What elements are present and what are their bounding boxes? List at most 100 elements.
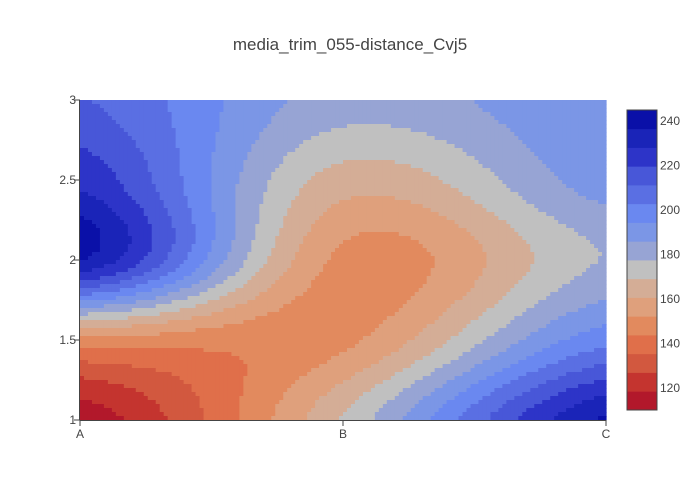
contour-cell bbox=[195, 204, 201, 209]
contour-cell bbox=[590, 224, 595, 229]
contour-cell bbox=[251, 120, 256, 125]
contour-cell bbox=[191, 144, 197, 149]
contour-cell bbox=[139, 124, 145, 129]
contour-cell bbox=[514, 124, 519, 129]
contour-cell bbox=[422, 216, 428, 221]
contour-cell bbox=[319, 248, 324, 253]
contour-cell bbox=[131, 200, 137, 205]
contour-cell bbox=[378, 248, 384, 253]
contour-cell bbox=[518, 104, 523, 109]
contour-cell bbox=[279, 120, 284, 125]
contour-cell bbox=[103, 116, 109, 121]
contour-cell bbox=[155, 148, 161, 153]
contour-cell bbox=[358, 164, 364, 169]
contour-cell bbox=[111, 116, 117, 121]
contour-cell bbox=[470, 232, 476, 237]
contour-cell bbox=[179, 240, 185, 245]
contour-cell bbox=[199, 104, 205, 109]
contour-cell bbox=[327, 136, 332, 141]
contour-cell bbox=[474, 120, 480, 125]
contour-cell bbox=[131, 212, 137, 217]
contour-cell bbox=[275, 128, 280, 133]
contour-cell bbox=[343, 236, 348, 241]
contour-cell bbox=[358, 188, 364, 193]
contour-cell bbox=[458, 236, 464, 241]
contour-cell bbox=[167, 140, 173, 145]
contour-cell bbox=[163, 204, 169, 209]
contour-cell bbox=[358, 116, 364, 121]
contour-cell bbox=[466, 244, 472, 249]
contour-cell bbox=[267, 116, 272, 121]
contour-cell bbox=[115, 144, 121, 149]
contour-cell bbox=[586, 192, 591, 197]
contour-cell bbox=[187, 240, 193, 245]
contour-cell bbox=[378, 188, 384, 193]
contour-cell bbox=[295, 192, 300, 197]
contour-cell bbox=[99, 236, 105, 241]
contour-cell bbox=[410, 124, 416, 129]
contour-cell bbox=[255, 180, 260, 185]
contour-cell bbox=[255, 200, 260, 205]
contour-cell bbox=[482, 244, 488, 249]
contour-cell bbox=[127, 248, 133, 253]
contour-cell bbox=[474, 236, 480, 241]
contour-cell bbox=[303, 220, 308, 225]
contour-cell bbox=[259, 212, 264, 217]
contour-cell bbox=[598, 184, 603, 189]
contour-cell bbox=[111, 200, 117, 205]
contour-cell bbox=[566, 104, 571, 109]
contour-cell bbox=[538, 168, 543, 173]
contour-cell bbox=[155, 200, 161, 205]
contour-cell bbox=[191, 120, 197, 125]
contour-cell bbox=[430, 220, 436, 225]
contour-cell bbox=[502, 100, 507, 105]
contour-cell bbox=[183, 196, 189, 201]
contour-cell bbox=[247, 244, 252, 249]
contour-cell bbox=[123, 192, 129, 197]
contour-cell bbox=[227, 220, 233, 225]
contour-cell bbox=[450, 200, 456, 205]
contour-cell bbox=[366, 196, 372, 201]
contour-cell bbox=[510, 176, 515, 181]
contour-cell bbox=[434, 224, 440, 229]
contour-cell bbox=[159, 200, 165, 205]
contour-cell bbox=[542, 208, 547, 213]
contour-cell bbox=[450, 208, 456, 213]
contour-cell bbox=[171, 248, 177, 253]
contour-cell bbox=[346, 184, 352, 189]
contour-cell bbox=[490, 124, 496, 129]
contour-cell bbox=[315, 112, 320, 117]
contour-cell bbox=[542, 140, 547, 145]
contour-cell bbox=[135, 116, 141, 121]
contour-cell bbox=[506, 236, 511, 241]
contour-cell bbox=[414, 116, 420, 121]
contour-cell bbox=[135, 196, 141, 201]
contour-cell bbox=[323, 208, 328, 213]
contour-cell bbox=[131, 208, 137, 213]
contour-cell bbox=[147, 204, 153, 209]
contour-cell bbox=[518, 132, 523, 137]
contour-cell bbox=[147, 148, 153, 153]
contour-cell bbox=[526, 156, 531, 161]
contour-cell bbox=[594, 228, 599, 233]
contour-cell bbox=[127, 168, 133, 173]
contour-cell bbox=[394, 216, 400, 221]
contour-cell bbox=[327, 192, 332, 197]
contour-cell bbox=[494, 204, 499, 209]
contour-cell bbox=[215, 184, 221, 189]
contour-cell bbox=[231, 148, 236, 153]
contour-cell bbox=[131, 240, 137, 245]
contour-cell bbox=[434, 196, 440, 201]
contour-cell bbox=[594, 120, 599, 125]
contour-cell bbox=[346, 228, 352, 233]
contour-cell bbox=[243, 212, 248, 217]
contour-cell bbox=[279, 100, 284, 105]
contour-cell bbox=[354, 172, 360, 177]
contour-cell bbox=[422, 116, 428, 121]
contour-cell bbox=[498, 160, 503, 165]
contour-cell bbox=[319, 200, 324, 205]
contour-cell bbox=[255, 128, 260, 133]
contour-cell bbox=[550, 176, 555, 181]
contour-cell bbox=[335, 100, 340, 105]
contour-cell bbox=[259, 144, 264, 149]
